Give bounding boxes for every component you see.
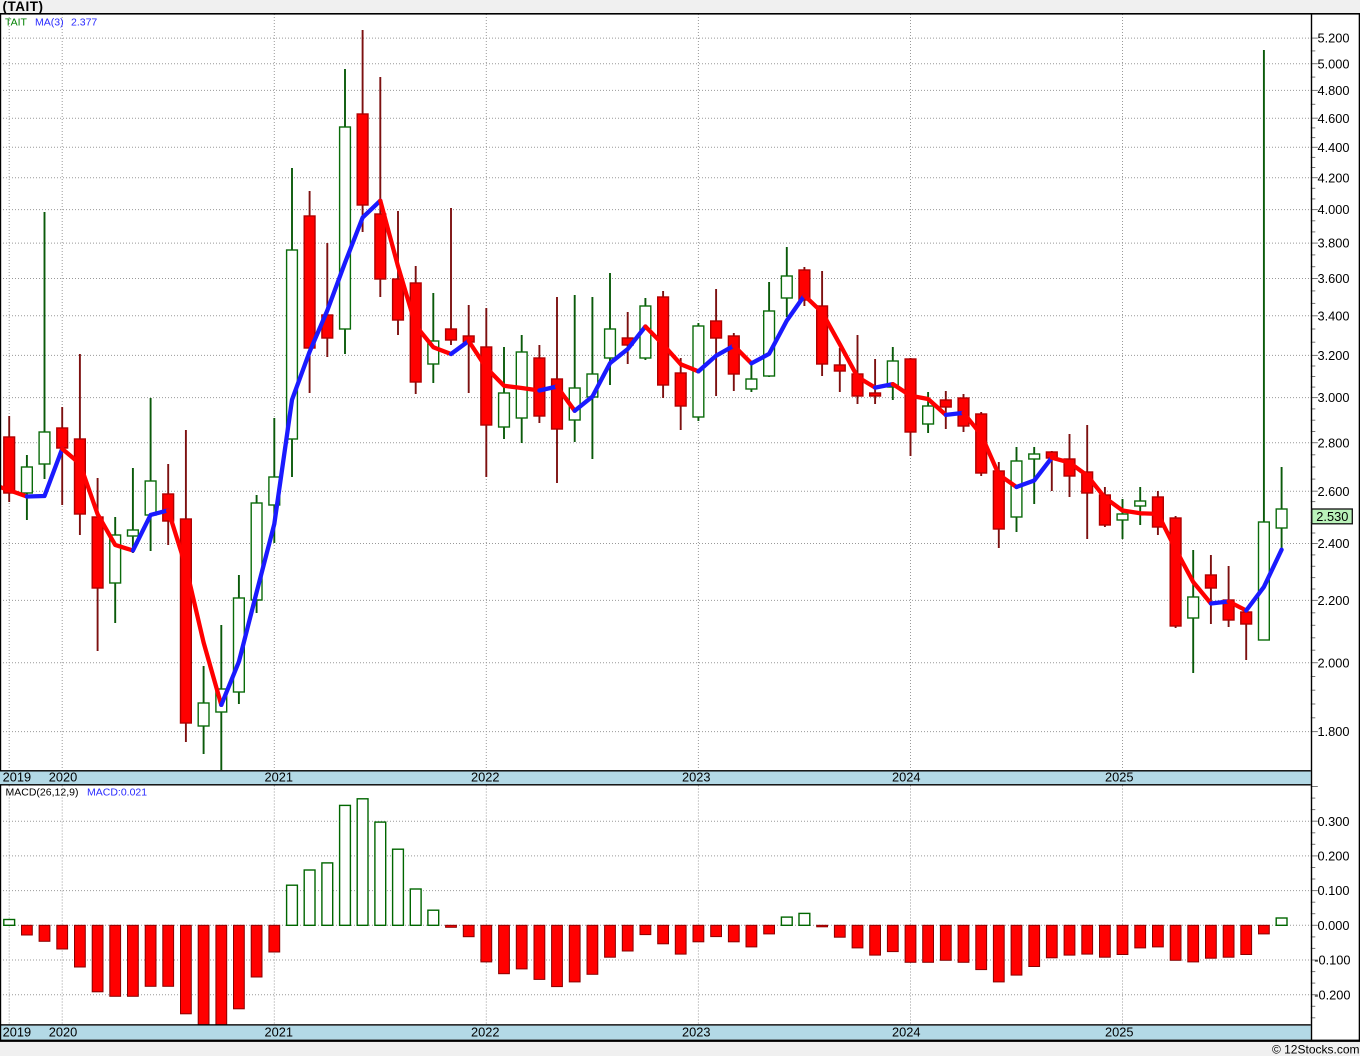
- svg-text:2021: 2021: [265, 770, 293, 785]
- svg-text:2024: 2024: [892, 770, 920, 785]
- svg-text:2024: 2024: [892, 1025, 920, 1040]
- svg-text:2020: 2020: [49, 1025, 77, 1040]
- svg-text:2.200: 2.200: [1318, 593, 1350, 608]
- svg-text:3.200: 3.200: [1318, 348, 1350, 363]
- svg-text:MACD(26,12,9): MACD(26,12,9): [6, 787, 79, 799]
- svg-text:2022: 2022: [471, 1025, 499, 1040]
- svg-text:0.200: 0.200: [1318, 849, 1350, 864]
- svg-text:2.600: 2.600: [1318, 484, 1350, 499]
- svg-text:2019: 2019: [3, 770, 31, 785]
- svg-text:© 12Stocks.com: © 12Stocks.com: [1272, 1043, 1360, 1057]
- svg-text:(TAIT): (TAIT): [3, 0, 44, 14]
- svg-text:MA(3): MA(3): [35, 17, 64, 29]
- svg-text:4.400: 4.400: [1318, 140, 1350, 155]
- svg-text:2020: 2020: [49, 770, 77, 785]
- svg-text:0.300: 0.300: [1318, 814, 1350, 829]
- svg-text:-0.100: -0.100: [1314, 953, 1350, 968]
- svg-text:2.000: 2.000: [1318, 655, 1350, 670]
- svg-text:3.000: 3.000: [1318, 390, 1350, 405]
- svg-text:0.000: 0.000: [1318, 918, 1350, 933]
- svg-text:2025: 2025: [1105, 1025, 1133, 1040]
- svg-text:2019: 2019: [3, 1025, 31, 1040]
- svg-text:4.200: 4.200: [1318, 170, 1350, 185]
- svg-text:2025: 2025: [1105, 770, 1133, 785]
- svg-text:4.000: 4.000: [1318, 202, 1350, 217]
- svg-text:3.400: 3.400: [1318, 308, 1350, 323]
- svg-text:4.800: 4.800: [1318, 83, 1350, 98]
- svg-text:2.377: 2.377: [71, 17, 97, 29]
- svg-text:2022: 2022: [471, 770, 499, 785]
- svg-text:2023: 2023: [682, 770, 710, 785]
- svg-text:2021: 2021: [265, 1025, 293, 1040]
- svg-text:3.800: 3.800: [1318, 236, 1350, 251]
- svg-text:MACD:0.021: MACD:0.021: [87, 787, 147, 799]
- svg-text:2.530: 2.530: [1316, 509, 1348, 524]
- svg-text:0.100: 0.100: [1318, 883, 1350, 898]
- svg-text:1.800: 1.800: [1318, 724, 1350, 739]
- svg-text:2.800: 2.800: [1318, 435, 1350, 450]
- svg-text:-0.200: -0.200: [1314, 987, 1350, 1002]
- svg-text:5.000: 5.000: [1318, 56, 1350, 71]
- svg-text:3.600: 3.600: [1318, 271, 1350, 286]
- svg-text:2.400: 2.400: [1318, 536, 1350, 551]
- svg-text:2023: 2023: [682, 1025, 710, 1040]
- svg-text:5.200: 5.200: [1318, 31, 1350, 46]
- svg-text:TAIT: TAIT: [5, 17, 28, 29]
- svg-text:4.600: 4.600: [1318, 111, 1350, 126]
